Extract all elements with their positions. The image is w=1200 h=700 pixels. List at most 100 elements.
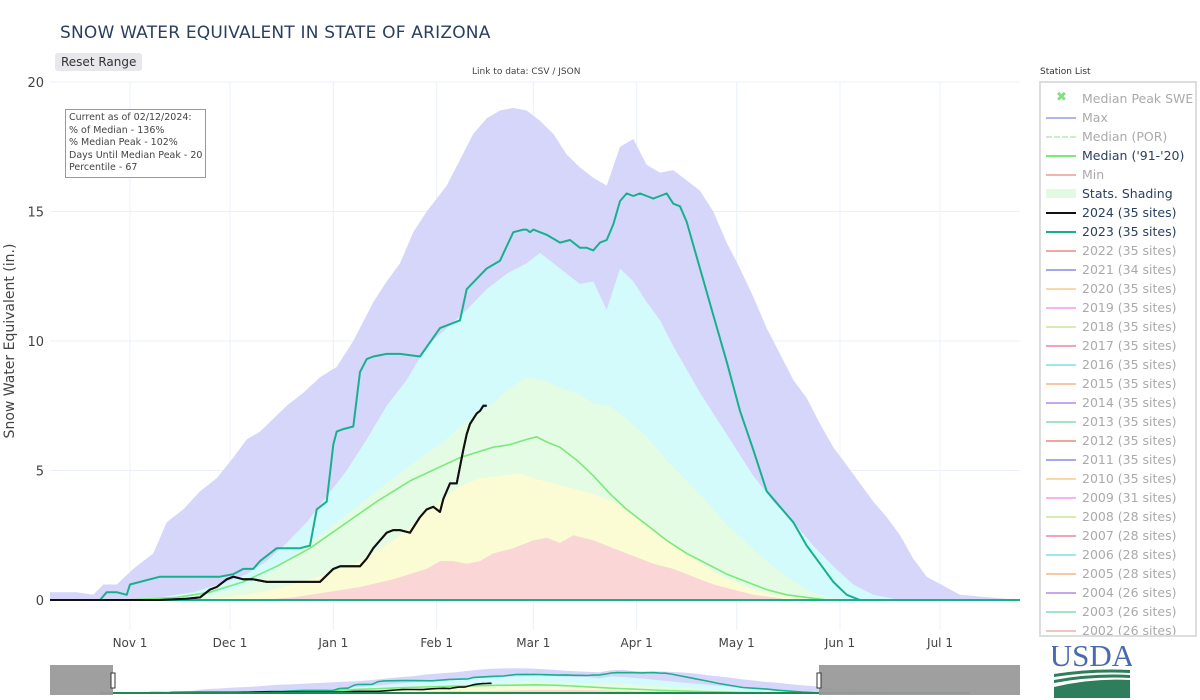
data-link-prefix: Link to data: [472, 67, 532, 77]
legend-item-label: 2020 (35 sites) [1082, 281, 1177, 296]
legend-item[interactable]: 2007 (28 sites) [1041, 526, 1195, 545]
days-until-peak-line: Days Until Median Peak - 20 [69, 149, 203, 161]
legend-item[interactable]: 2008 (28 sites) [1041, 507, 1195, 526]
legend-item[interactable]: 2005 (28 sites) [1041, 564, 1195, 583]
legend-item-label: Max [1082, 110, 1108, 125]
legend-item[interactable]: Max [1041, 108, 1195, 127]
legend-item-label: 2012 (35 sites) [1082, 433, 1177, 448]
json-link[interactable]: JSON [558, 67, 581, 77]
dashed-line-icon [1046, 135, 1076, 138]
x-tick-label: Jan 1 [317, 636, 348, 650]
legend-item[interactable]: 2022 (35 sites) [1041, 241, 1195, 260]
legend-item[interactable]: Median ('91-'20) [1041, 146, 1195, 165]
range-slider-line [100, 682, 492, 694]
legend-item-label: Median (POR) [1082, 129, 1168, 144]
range-slider-right-mask [819, 665, 1020, 695]
legend-item[interactable]: 2017 (35 sites) [1041, 336, 1195, 355]
legend-item[interactable]: 2002 (26 sites) [1041, 621, 1195, 635]
usda-logo-stripe [1054, 674, 1130, 683]
percent-median-peak-line: % Median Peak - 102% [69, 137, 178, 148]
line-swatch-icon [1046, 591, 1076, 594]
legend-item[interactable]: 2006 (28 sites) [1041, 545, 1195, 564]
legend-item-label: Stats. Shading [1082, 186, 1173, 201]
legend-item[interactable]: 2004 (26 sites) [1041, 583, 1195, 602]
legend-item-label: 2007 (28 sites) [1082, 528, 1177, 543]
line-swatch-icon [1046, 154, 1076, 157]
y-tick-label: 10 [27, 335, 44, 350]
x-marker-icon: ✖ [1056, 89, 1067, 105]
line-swatch-icon [1046, 496, 1076, 499]
range-slider-band [100, 686, 970, 693]
legend-item[interactable]: 2014 (35 sites) [1041, 393, 1195, 412]
legend-item[interactable]: 2016 (35 sites) [1041, 355, 1195, 374]
y-tick-label: 15 [27, 206, 44, 221]
range-slider[interactable] [50, 665, 1020, 695]
legend-item[interactable]: 2010 (35 sites) [1041, 469, 1195, 488]
line-swatch-icon [1046, 268, 1076, 271]
x-tick-label: Jun 1 [824, 636, 855, 650]
legend-item-label: 2008 (28 sites) [1082, 509, 1177, 524]
x-tick-label: Dec 1 [213, 636, 248, 650]
legend-item[interactable]: 2013 (35 sites) [1041, 412, 1195, 431]
chart-title: SNOW WATER EQUIVALENT IN STATE OF ARIZON… [60, 23, 491, 43]
line-swatch-icon [1046, 515, 1076, 518]
legend-item[interactable]: 2023 (35 sites) [1041, 222, 1195, 241]
band-25th-50th [50, 473, 1020, 600]
legend-item-label: 2005 (28 sites) [1082, 566, 1177, 581]
reset-range-button[interactable]: Reset Range [55, 53, 143, 71]
legend-item[interactable]: 2009 (31 sites) [1041, 488, 1195, 507]
legend-item[interactable]: 2015 (35 sites) [1041, 374, 1195, 393]
series-line-2023 [50, 192, 1020, 601]
legend-item-label: 2018 (35 sites) [1082, 319, 1177, 334]
y-axis-title: Snow Water Equivalent (in.) [2, 244, 18, 439]
line-swatch-icon [1046, 439, 1076, 442]
legend-item-label: 2006 (28 sites) [1082, 547, 1177, 562]
legend-item[interactable]: 2024 (35 sites) [1041, 203, 1195, 222]
legend-item-label: 2021 (34 sites) [1082, 262, 1177, 277]
legend-item[interactable]: 2012 (35 sites) [1041, 431, 1195, 450]
legend-item-label: 2019 (35 sites) [1082, 300, 1177, 315]
line-swatch-icon [1046, 306, 1076, 309]
legend-item-label: Median ('91-'20) [1082, 148, 1185, 163]
line-swatch-icon [1046, 173, 1076, 176]
current-date-line: Current as of 02/12/2024: [69, 112, 192, 123]
y-tick-label: 0 [36, 594, 44, 609]
legend-item[interactable]: 2020 (35 sites) [1041, 279, 1195, 298]
x-tick-label: May 1 [719, 636, 755, 650]
percentile-line: Percentile - 67 [69, 162, 138, 173]
x-tick-label: Apr 1 [621, 636, 653, 650]
y-tick-label: 5 [36, 465, 44, 480]
legend-item-label: Median Peak SWE [1082, 91, 1194, 106]
legend-item[interactable]: ✖ Median Peak SWE [1041, 89, 1195, 108]
legend-item[interactable]: 2018 (35 sites) [1041, 317, 1195, 336]
usda-logo-stripe [1054, 669, 1130, 677]
line-swatch-icon [1046, 344, 1076, 347]
csv-link[interactable]: CSV [531, 67, 550, 77]
swe-chart[interactable]: 0 5 10 15 20 Nov 1 Dec 1 Jan 1 Feb 1 Mar 1 Apr 1 Ma… [0, 0, 1030, 700]
series-line-median [50, 436, 1020, 601]
line-swatch-icon [1046, 382, 1076, 385]
line-swatch-icon [1046, 629, 1076, 632]
line-swatch-icon [1046, 572, 1076, 575]
line-swatch-icon [1046, 116, 1076, 119]
data-link: Link to data: CSV / JSON [472, 67, 580, 77]
station-list-legend[interactable]: ✖ Median Peak SWE Max Median (POR) Median ('… [1039, 81, 1197, 637]
legend-item[interactable]: Min [1041, 165, 1195, 184]
line-swatch-icon [1046, 534, 1076, 537]
legend-item[interactable]: Median (POR) [1041, 127, 1195, 146]
range-slider-left-mask [50, 665, 113, 695]
legend-item-label: 2009 (31 sites) [1082, 490, 1177, 505]
legend-item[interactable]: 2003 (26 sites) [1041, 602, 1195, 621]
legend-item-label: 2023 (35 sites) [1082, 224, 1177, 239]
legend-item-label: 2010 (35 sites) [1082, 471, 1177, 486]
series-line-2024-top [50, 404, 487, 601]
legend-item[interactable]: 2021 (34 sites) [1041, 260, 1195, 279]
line-swatch-icon [1046, 211, 1076, 214]
x-tick-label: Mar 1 [516, 636, 550, 650]
range-slider-right-handle[interactable] [816, 672, 822, 689]
legend-item[interactable]: 2019 (35 sites) [1041, 298, 1195, 317]
legend-item[interactable]: 2011 (35 sites) [1041, 450, 1195, 469]
y-tick-label: 20 [27, 76, 44, 91]
legend-item[interactable]: Stats. Shading [1041, 184, 1195, 203]
range-slider-left-handle[interactable] [110, 672, 116, 689]
